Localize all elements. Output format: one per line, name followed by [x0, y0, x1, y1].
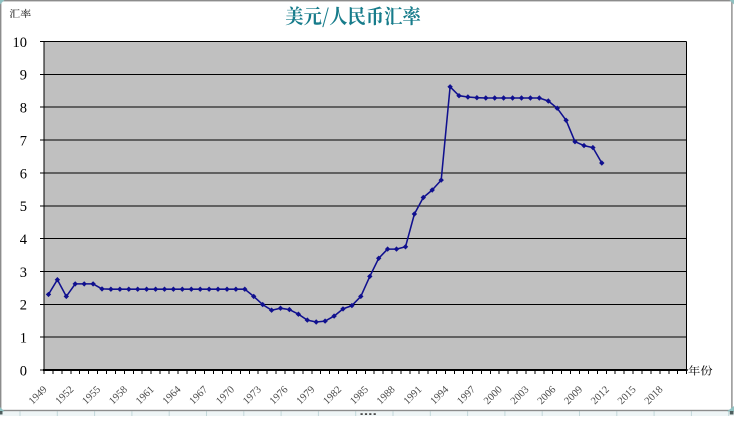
svg-text:9: 9 — [20, 68, 27, 84]
svg-text:8: 8 — [20, 101, 27, 117]
svg-text:3: 3 — [20, 265, 27, 281]
svg-text:2: 2 — [20, 298, 27, 314]
svg-text:7: 7 — [20, 133, 27, 149]
svg-text:0: 0 — [20, 363, 27, 379]
svg-text:6: 6 — [20, 166, 27, 182]
svg-text:4: 4 — [20, 232, 28, 248]
svg-text:10: 10 — [13, 35, 28, 51]
svg-text:5: 5 — [20, 199, 27, 215]
svg-text:1: 1 — [20, 331, 27, 347]
